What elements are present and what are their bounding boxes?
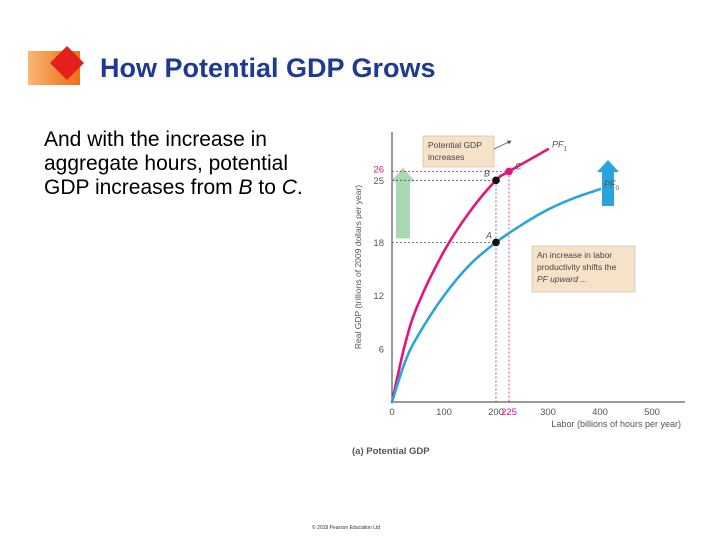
chart-caption: (a) Potential GDP — [352, 446, 430, 457]
x-tick-label: 300 — [540, 407, 556, 418]
point-a — [492, 238, 500, 247]
callout-top-line1: Potential GDP — [428, 140, 482, 150]
body-text-part3: . — [296, 176, 303, 199]
series-line-pf1 — [390, 148, 550, 404]
callout-top: Potential GDP increases — [422, 135, 512, 168]
callout-bottom: An increase in labor productivity shifts… — [531, 245, 636, 293]
y-tick-label: 6 — [379, 344, 384, 355]
point-label-a: A — [485, 230, 492, 240]
point-b — [492, 176, 500, 185]
point-label-b: B — [484, 168, 490, 178]
callout-top-line2: increases — [428, 152, 464, 162]
x-tick-label: 400 — [592, 407, 608, 418]
shift-arrows — [391, 160, 619, 239]
point-label-c: C — [515, 161, 522, 171]
series-line-pf0 — [390, 187, 602, 404]
y-tick-label-highlight: 26 — [373, 164, 384, 175]
callout-bottom-line1: An increase in labor — [537, 250, 612, 260]
x-tick-label: 500 — [644, 407, 660, 418]
title-block: How Potential GDP Grows — [28, 46, 508, 90]
x-tick-label: 100 — [436, 407, 452, 418]
guide-lines — [392, 171, 510, 402]
y-axis-label: Real GDP (trillions of 2009 dollars per … — [353, 185, 363, 349]
body-point-from: B — [238, 176, 253, 199]
point-c — [505, 167, 513, 176]
y-tick-label: 25 — [373, 176, 384, 187]
body-text-part2: to — [252, 176, 282, 199]
slide-title: How Potential GDP Grows — [100, 53, 436, 83]
body-point-to: C — [281, 176, 297, 199]
x-axis-label: Labor (billions of hours per year) — [551, 419, 681, 429]
series-label-pf1: PF1 — [552, 139, 568, 152]
x-tick-label: 200 — [488, 407, 504, 418]
body-text-part1: And with the increase in aggregate hours… — [44, 128, 289, 199]
x-tick-label-highlight: 225 — [501, 407, 517, 418]
body-text: And with the increase in aggregate hours… — [44, 128, 334, 200]
gdp-increase-arrow — [391, 167, 415, 239]
callout-bottom-line2: productivity shifts the — [537, 262, 617, 272]
copyright-text: © 2018 Pearson Education Ltd — [312, 525, 381, 531]
y-tick-label: 12 — [373, 291, 384, 302]
data-points: A B C — [484, 161, 522, 247]
x-tick-label: 0 — [389, 407, 394, 418]
callout-bottom-line3: PF upward ... — [537, 274, 587, 284]
y-tick-label: 18 — [373, 238, 384, 249]
pf-shift-arrow — [597, 160, 619, 206]
